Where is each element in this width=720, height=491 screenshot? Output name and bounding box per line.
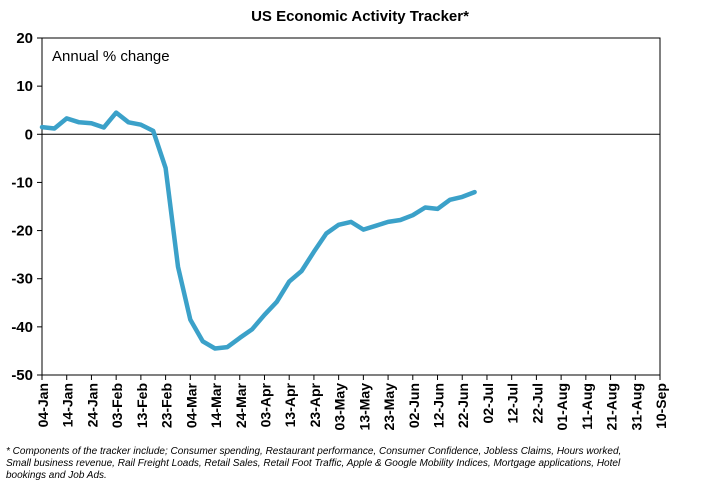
series-line	[39, 110, 477, 351]
x-tick-label: 13-Feb	[134, 383, 150, 428]
x-tick-label: 31-Aug	[628, 383, 644, 430]
x-tick-label: 23-Apr	[307, 382, 323, 427]
x-tick-label: 11-Aug	[579, 383, 595, 430]
y-axis-label: Annual % change	[52, 48, 170, 65]
x-tick-label: 13-Apr	[282, 382, 298, 427]
y-tick-label: -10	[11, 174, 33, 191]
plot-frame	[41, 37, 661, 376]
x-tick-label: 02-Jul	[480, 383, 496, 423]
y-tick-label: 0	[25, 126, 33, 143]
x-tick-label: 24-Jan	[84, 383, 100, 427]
x-tick-label: 23-May	[381, 383, 397, 431]
x-tick-label: 14-Mar	[208, 382, 224, 428]
x-tick-label: 10-Sep	[653, 383, 669, 429]
x-tick-label: 12-Jun	[431, 383, 447, 428]
x-tick-label: 04-Mar	[183, 382, 199, 428]
y-tick-label: -20	[11, 223, 33, 240]
y-tick-label: -30	[11, 271, 33, 288]
chart-title: US Economic Activity Tracker*	[251, 8, 469, 25]
x-tick-label: 24-Mar	[233, 382, 249, 428]
x-tick-label: 04-Jan	[35, 383, 51, 427]
x-tick-label: 22-Jun	[455, 383, 471, 428]
x-tick-label: 13-May	[356, 383, 372, 431]
x-tick-label: 14-Jan	[60, 383, 76, 427]
x-tick-label: 03-Feb	[109, 383, 125, 428]
x-tick-label: 12-Jul	[505, 383, 521, 423]
x-tick-label: 03-Apr	[257, 382, 273, 427]
x-tick-label: 01-Aug	[554, 383, 570, 430]
x-tick-label: 23-Feb	[159, 383, 175, 428]
x-tick-label: 02-Jun	[406, 383, 422, 428]
footnote: * Components of the tracker include; Con…	[6, 446, 622, 481]
x-tick-label: 21-Aug	[604, 383, 620, 430]
x-tick-label: 03-May	[332, 383, 348, 431]
y-tick-label: 10	[16, 78, 33, 95]
x-tick-label: 22-Jul	[529, 383, 545, 423]
y-tick-label: -40	[11, 319, 33, 336]
y-tick-label: -50	[11, 367, 33, 384]
y-tick-label: 20	[16, 30, 33, 47]
